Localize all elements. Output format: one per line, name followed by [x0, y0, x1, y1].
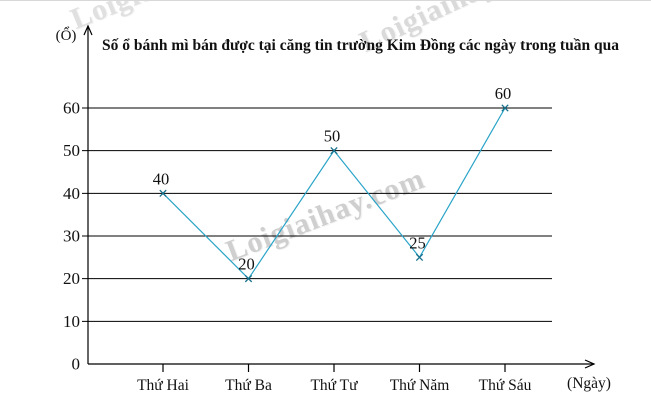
x-axis-unit-label: (Ngày) [567, 375, 611, 392]
data-point-marker [501, 104, 509, 112]
data-point-marker [415, 253, 424, 261]
data-point-label: 25 [409, 233, 426, 252]
y-tick-label: 30 [63, 227, 80, 246]
y-tick-label: 20 [63, 269, 80, 288]
data-point-label: 60 [495, 84, 512, 103]
chart-title: Số ổ bánh mì bán được tại căng tin trườn… [102, 37, 619, 54]
y-tick-label: 60 [63, 99, 80, 118]
x-category-label: Thứ Năm [390, 377, 450, 394]
y-axis-unit-label: (Ổ) [55, 28, 77, 44]
y-tick-label: 50 [63, 141, 80, 160]
x-axis-arrow-icon [584, 359, 596, 369]
y-axis-arrow-icon [83, 24, 93, 36]
y-tick-label: 40 [63, 184, 80, 203]
x-category-label: Thứ Tư [310, 377, 358, 394]
data-point-label: 40 [153, 169, 170, 188]
data-point-label: 50 [324, 127, 341, 146]
data-point-label: 20 [238, 255, 255, 274]
data-point-marker [330, 147, 338, 155]
data-point-marker [159, 189, 167, 197]
y-tick-label: 10 [63, 312, 80, 331]
y-tick-label: 0 [72, 355, 81, 374]
x-category-label: Thứ Sáu [479, 377, 532, 394]
x-category-label: Thứ Ba [225, 377, 272, 394]
data-point-marker [244, 275, 253, 283]
x-category-label: Thứ Hai [137, 377, 190, 394]
